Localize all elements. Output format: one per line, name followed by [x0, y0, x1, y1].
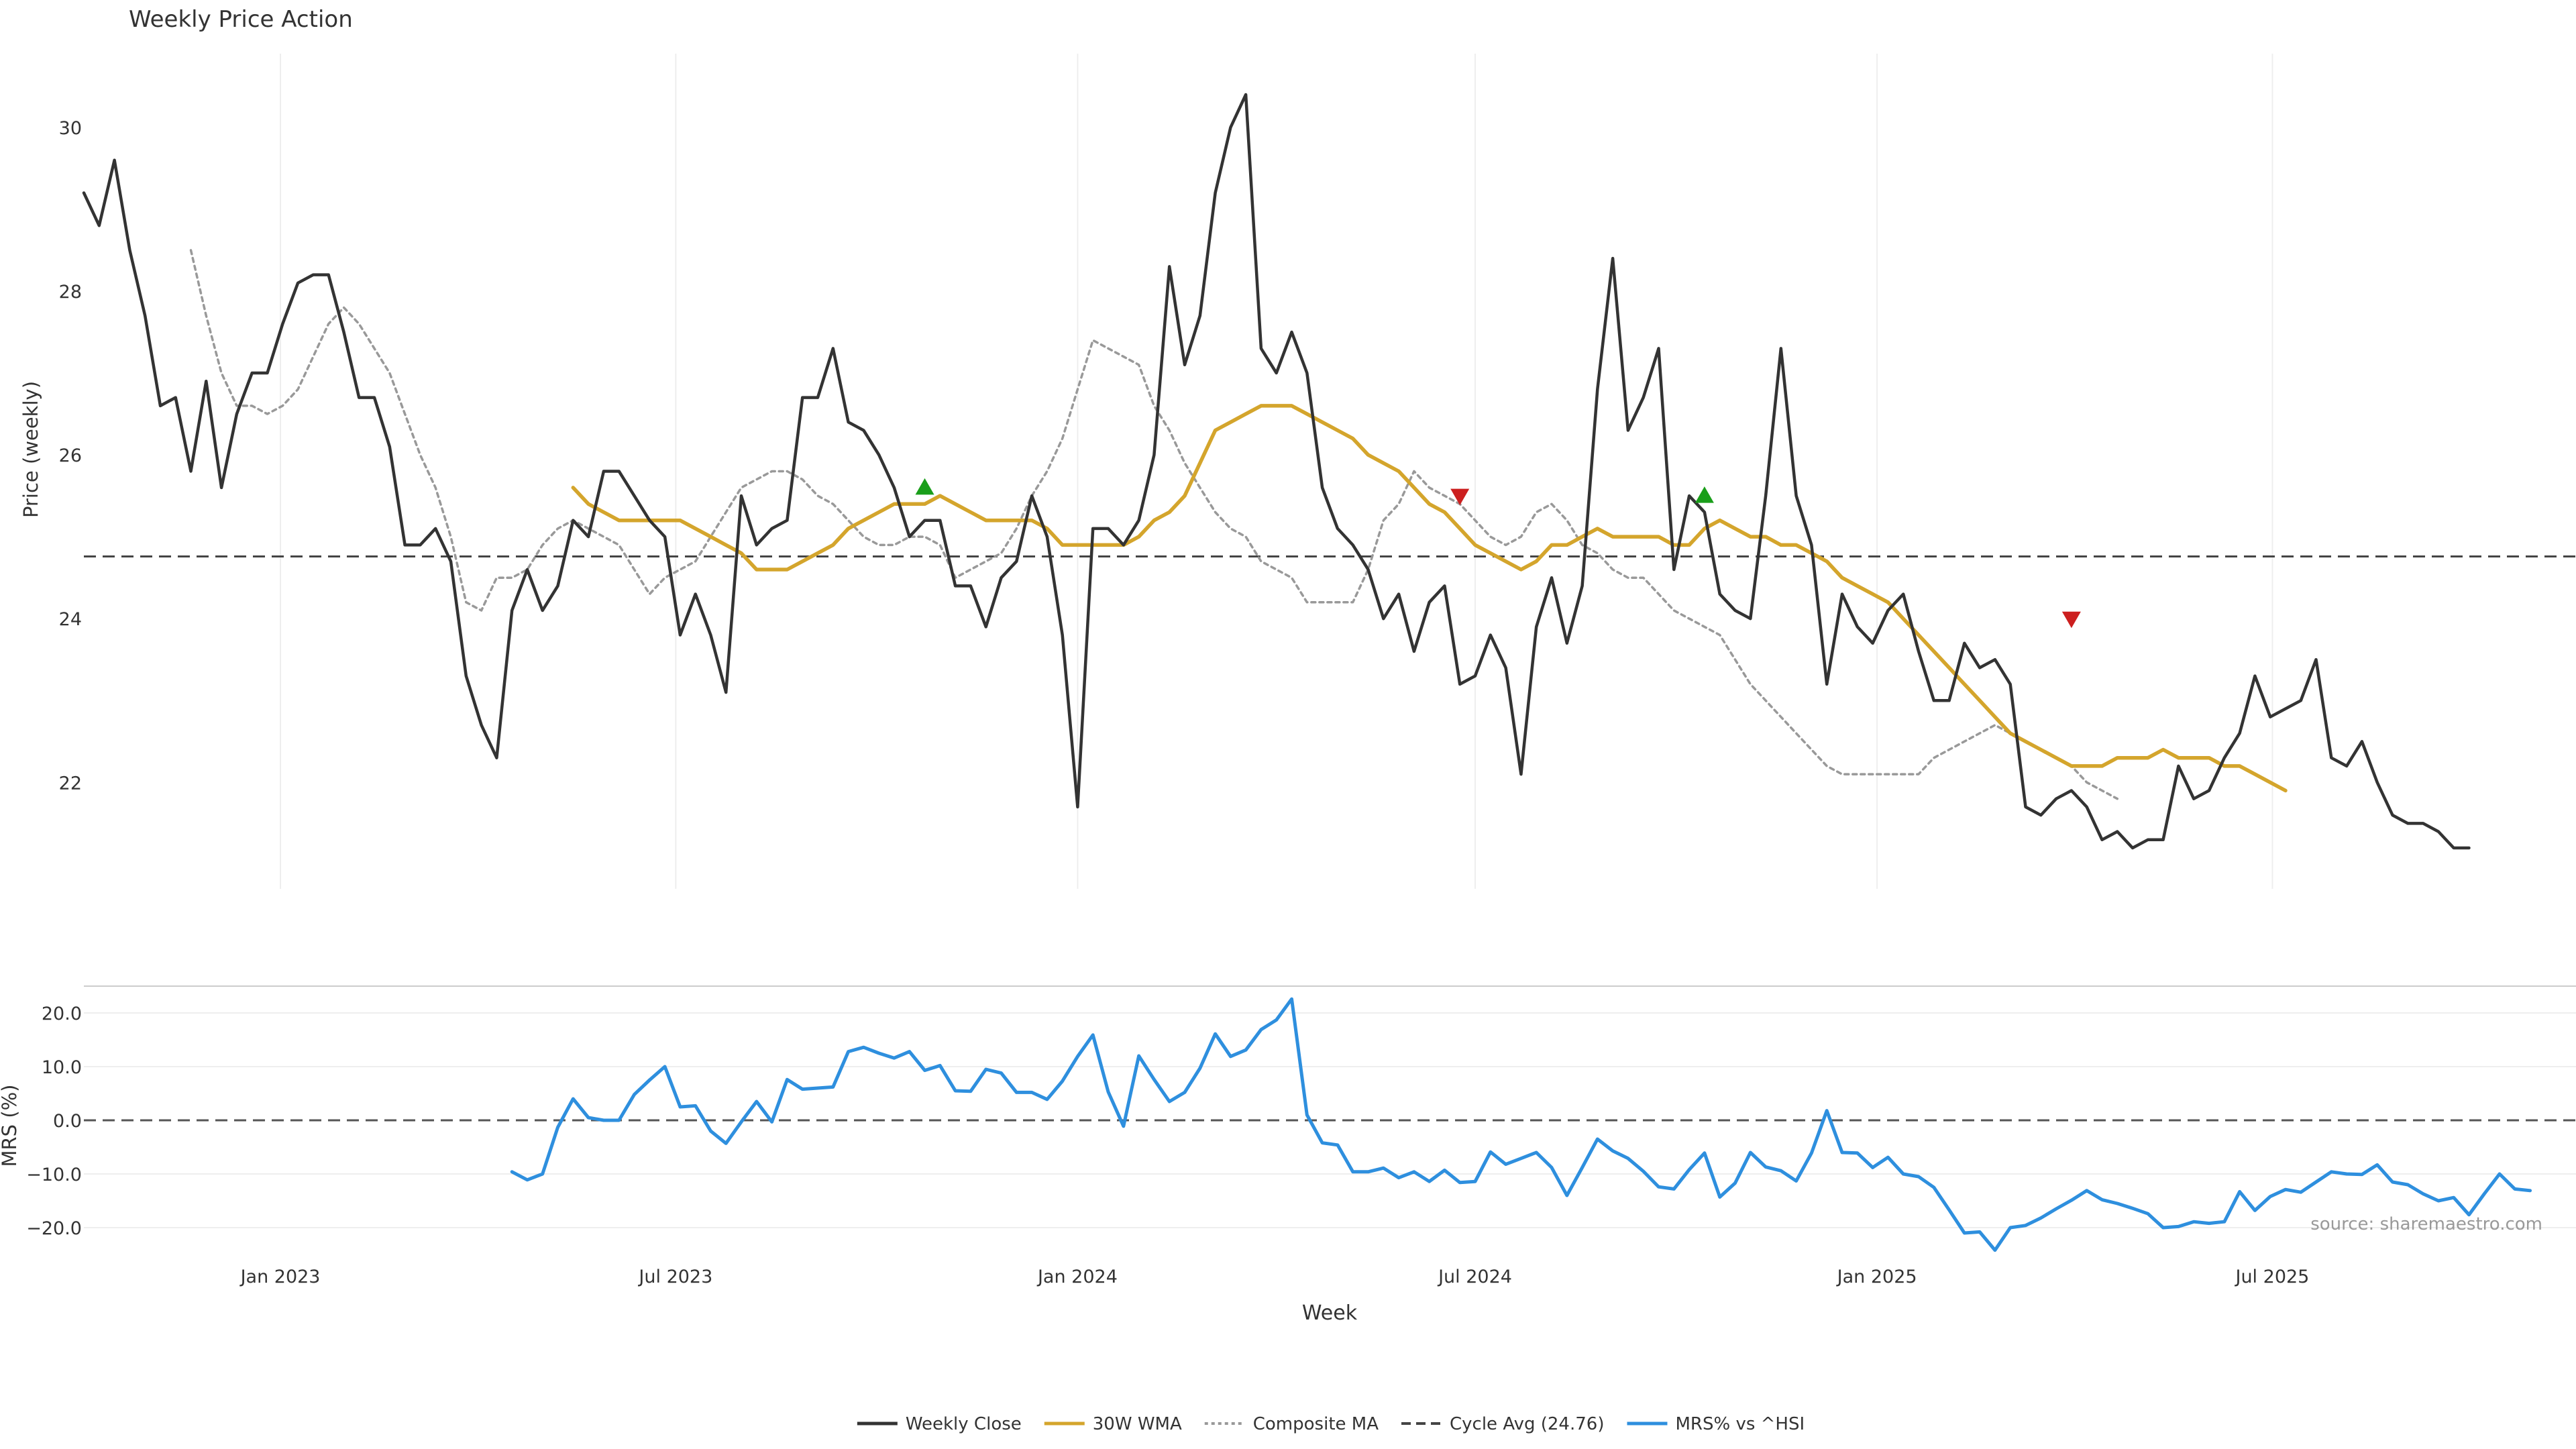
buy-signal-marker: [915, 478, 934, 495]
price-y-tick-label: 30: [59, 118, 82, 139]
mrs-panel: −20.0 −10.0 0.0 10.0 20.0 MRS (%) source: sh…: [0, 985, 2576, 1252]
price-panel: 22 24 26 28 30 Weekly Price Action Price (we…: [19, 6, 2576, 889]
mrs-y-axis-label: MRS (%): [0, 1085, 21, 1167]
legend-label-30w-wma: 30W WMA: [1093, 1414, 1182, 1434]
mrs-series: [510, 997, 2532, 1252]
sell-signal-marker: [1450, 488, 1470, 506]
legend: Weekly Close 30W WMA Composite MA Cycle Avg…: [857, 1414, 1805, 1434]
price-y-tick-label: 26: [59, 445, 82, 466]
x-axis-label: Week: [1302, 1301, 1358, 1325]
x-tick-label: Jul 2023: [637, 1267, 712, 1287]
price-y-tick-label: 22: [59, 773, 82, 794]
buy-signal-marker: [1695, 486, 1714, 503]
sell-signal-marker: [2061, 611, 2081, 629]
composite-ma-series: [189, 249, 2119, 800]
price-y-axis-label: Price (weekly): [19, 381, 42, 518]
chart-title: Weekly Price Action: [129, 6, 353, 33]
mrs-y-tick-label: 20.0: [42, 1004, 82, 1024]
mrs-y-tick-label: −10.0: [26, 1165, 82, 1185]
weekly-close-series: [82, 93, 2471, 850]
x-axis: Jan 2023 Jul 2023 Jan 2024 Jul 2024 Jan 2025…: [239, 1267, 2310, 1325]
mrs-y-tick-label: 0.0: [53, 1111, 82, 1132]
source-annotation: source: sharemaestro.com: [2310, 1214, 2542, 1234]
x-tick-label: Jan 2025: [1836, 1267, 1917, 1287]
x-tick-label: Jul 2025: [2234, 1267, 2309, 1287]
legend-label-composite-ma: Composite MA: [1253, 1414, 1379, 1434]
mrs-y-tick-label: 10.0: [42, 1057, 82, 1078]
x-tick-label: Jan 2023: [239, 1267, 321, 1287]
legend-label-weekly-close: Weekly Close: [906, 1414, 1022, 1434]
price-y-tick-label: 24: [59, 609, 82, 630]
x-tick-label: Jan 2024: [1036, 1267, 1118, 1287]
legend-label-cycle-avg-24-76: Cycle Avg (24.76): [1450, 1414, 1604, 1434]
price-y-tick-label: 28: [59, 282, 82, 303]
mrs-y-tick-label: −20.0: [26, 1218, 82, 1239]
legend-label-mrs-vs-hsi: MRS% vs ^HSI: [1675, 1414, 1805, 1434]
x-tick-label: Jul 2024: [1437, 1267, 1512, 1287]
30w-wma-series: [571, 404, 2288, 793]
